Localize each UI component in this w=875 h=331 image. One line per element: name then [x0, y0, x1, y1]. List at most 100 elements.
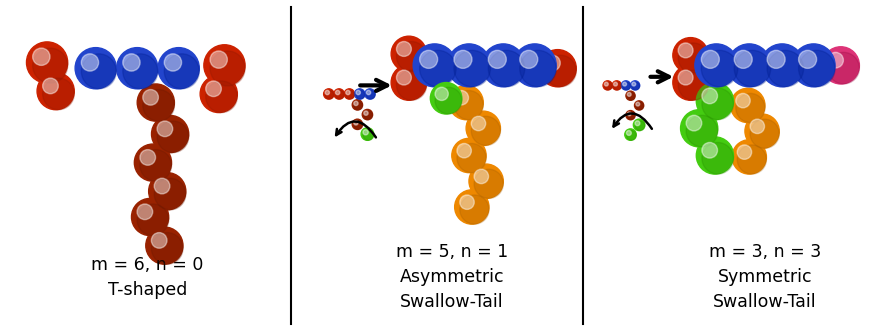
- Circle shape: [364, 111, 373, 120]
- Circle shape: [460, 195, 474, 210]
- Circle shape: [626, 131, 631, 135]
- Circle shape: [701, 50, 738, 87]
- Circle shape: [621, 81, 631, 90]
- Circle shape: [632, 82, 636, 86]
- Circle shape: [634, 119, 645, 131]
- Circle shape: [454, 50, 490, 87]
- Circle shape: [474, 169, 503, 198]
- Circle shape: [745, 114, 780, 148]
- Circle shape: [623, 82, 626, 86]
- Circle shape: [695, 44, 738, 87]
- Circle shape: [164, 54, 200, 89]
- Circle shape: [454, 91, 468, 105]
- Circle shape: [346, 90, 350, 95]
- Circle shape: [678, 70, 693, 85]
- Circle shape: [435, 87, 462, 114]
- Circle shape: [137, 204, 152, 219]
- Circle shape: [738, 145, 752, 159]
- Circle shape: [736, 93, 750, 108]
- Circle shape: [514, 44, 556, 87]
- Circle shape: [396, 41, 427, 71]
- Circle shape: [326, 90, 330, 95]
- Circle shape: [143, 90, 174, 121]
- Circle shape: [767, 50, 785, 69]
- Circle shape: [154, 178, 170, 194]
- Text: m = 6, n = 0
T-shaped: m = 6, n = 0 T-shaped: [91, 256, 203, 299]
- Circle shape: [520, 50, 538, 69]
- Circle shape: [828, 52, 844, 68]
- Circle shape: [364, 111, 368, 115]
- Circle shape: [678, 43, 693, 58]
- Circle shape: [135, 144, 172, 181]
- Circle shape: [151, 233, 183, 264]
- Circle shape: [391, 36, 427, 71]
- Circle shape: [460, 195, 489, 224]
- Circle shape: [828, 52, 859, 84]
- Circle shape: [396, 70, 427, 100]
- Circle shape: [204, 45, 245, 86]
- Circle shape: [26, 42, 67, 83]
- Circle shape: [154, 178, 186, 210]
- Circle shape: [151, 116, 189, 153]
- Circle shape: [799, 50, 835, 87]
- Circle shape: [799, 50, 816, 69]
- Circle shape: [32, 48, 67, 83]
- Circle shape: [488, 50, 507, 69]
- Circle shape: [681, 110, 717, 147]
- Circle shape: [792, 44, 835, 87]
- Circle shape: [356, 90, 360, 95]
- Circle shape: [131, 198, 169, 236]
- Circle shape: [760, 44, 803, 87]
- Circle shape: [738, 145, 766, 174]
- Circle shape: [123, 54, 158, 89]
- Circle shape: [137, 204, 169, 236]
- Circle shape: [346, 90, 354, 99]
- Circle shape: [37, 72, 74, 110]
- Circle shape: [696, 137, 733, 174]
- Circle shape: [472, 116, 500, 145]
- Circle shape: [469, 164, 503, 198]
- Circle shape: [354, 121, 362, 129]
- Circle shape: [158, 121, 189, 153]
- Circle shape: [626, 91, 635, 100]
- Circle shape: [634, 101, 644, 110]
- Circle shape: [632, 82, 640, 90]
- Circle shape: [206, 81, 221, 97]
- Circle shape: [43, 78, 59, 94]
- Circle shape: [678, 70, 709, 100]
- Circle shape: [731, 88, 765, 122]
- Circle shape: [335, 90, 344, 99]
- Circle shape: [430, 82, 462, 114]
- Circle shape: [452, 138, 486, 173]
- Circle shape: [454, 50, 472, 69]
- Circle shape: [81, 54, 99, 71]
- Circle shape: [200, 75, 237, 113]
- Circle shape: [81, 54, 116, 89]
- Circle shape: [702, 142, 717, 158]
- Circle shape: [678, 43, 709, 73]
- Circle shape: [206, 81, 237, 113]
- Circle shape: [158, 48, 200, 89]
- Text: m = 3, n = 3
Symmetric
Swallow-Tail: m = 3, n = 3 Symmetric Swallow-Tail: [709, 243, 821, 311]
- Circle shape: [123, 54, 140, 71]
- Circle shape: [612, 81, 621, 90]
- Circle shape: [363, 130, 374, 140]
- Circle shape: [750, 119, 780, 148]
- Circle shape: [627, 112, 631, 116]
- Circle shape: [520, 50, 556, 87]
- Circle shape: [137, 84, 174, 121]
- Circle shape: [455, 190, 489, 224]
- Circle shape: [353, 100, 362, 110]
- Circle shape: [472, 116, 486, 131]
- Circle shape: [734, 50, 771, 87]
- Circle shape: [627, 92, 635, 100]
- Circle shape: [449, 85, 483, 120]
- Circle shape: [164, 54, 182, 71]
- Circle shape: [356, 90, 365, 99]
- Circle shape: [673, 38, 709, 73]
- Circle shape: [354, 89, 365, 99]
- Circle shape: [43, 78, 74, 110]
- Circle shape: [367, 90, 375, 99]
- Circle shape: [334, 89, 344, 99]
- Circle shape: [488, 50, 525, 87]
